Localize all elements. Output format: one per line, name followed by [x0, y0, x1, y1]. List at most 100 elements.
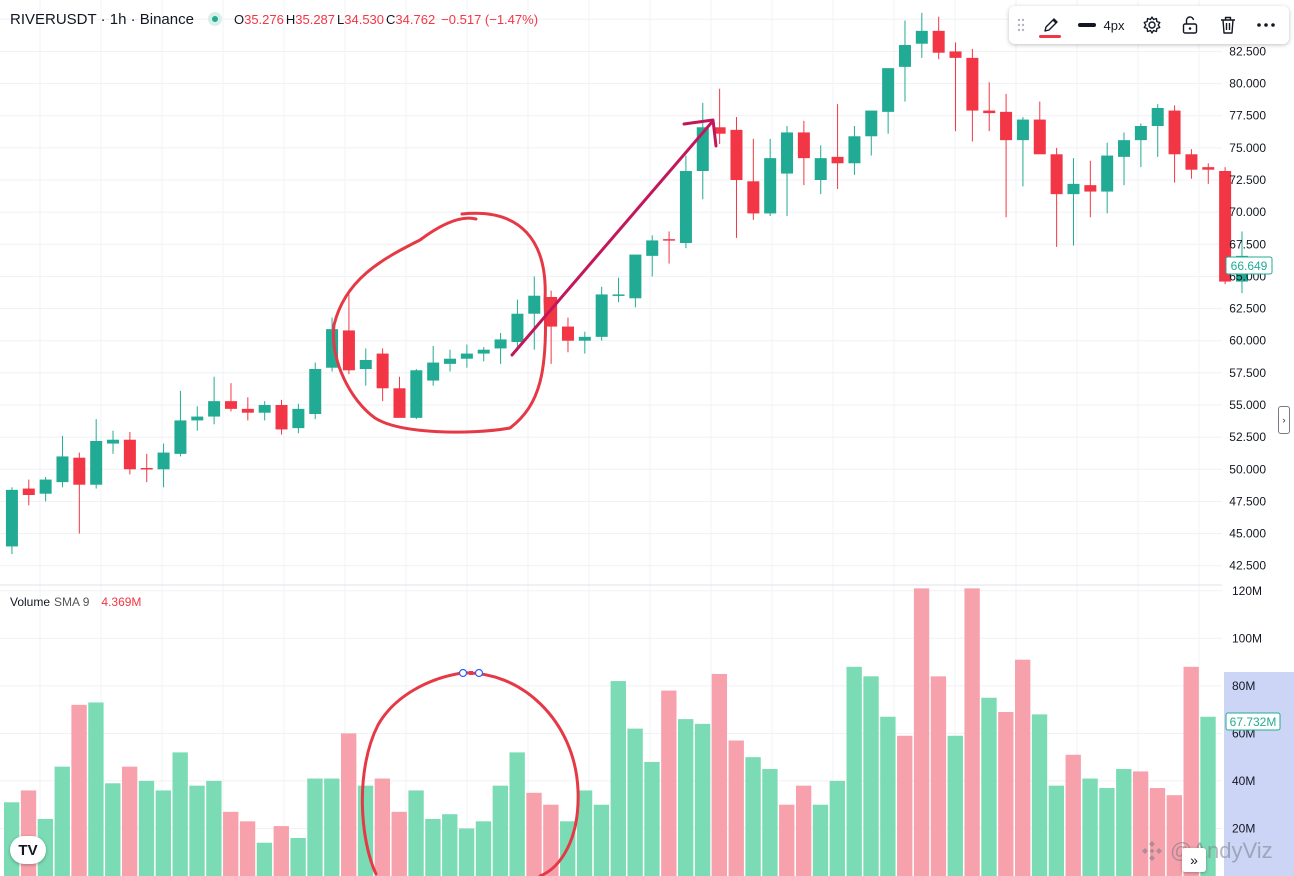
symbol-title[interactable]: RIVERUSDT · 1h · Binance — [10, 10, 194, 28]
volume-bar — [408, 790, 424, 876]
candle — [629, 254, 642, 308]
volume-bar — [1166, 795, 1182, 876]
candle — [1202, 163, 1215, 184]
volume-bar — [1065, 754, 1081, 876]
unlock-icon[interactable] — [1171, 6, 1209, 44]
candle — [123, 432, 136, 475]
candle — [258, 401, 271, 421]
candle — [1168, 105, 1181, 183]
last-price-label: 66.649 — [1231, 259, 1268, 273]
volume-bar — [1183, 666, 1199, 876]
volume-bar — [829, 780, 845, 876]
volume-bar — [425, 818, 441, 876]
volume-bar — [341, 733, 357, 876]
candle — [679, 155, 692, 249]
candle — [646, 235, 659, 277]
volume-bar — [172, 752, 188, 876]
line-width-button[interactable]: 4px — [1069, 6, 1133, 44]
candle — [39, 477, 52, 502]
candle — [224, 383, 237, 412]
close-value: 34.762 — [395, 11, 436, 27]
price-tick-label: 75.000 — [1229, 141, 1266, 155]
pencil-icon[interactable] — [1033, 6, 1069, 44]
last-volume-label: 67.732M — [1230, 715, 1277, 729]
candle — [326, 317, 339, 372]
open-label: O — [233, 11, 245, 27]
volume-bar — [307, 778, 323, 876]
volume-value: 4.369M — [101, 595, 142, 609]
gear-icon[interactable] — [1133, 6, 1171, 44]
candle — [56, 435, 69, 488]
price-tick-label: 45.000 — [1229, 527, 1266, 541]
candle — [494, 333, 507, 364]
candle — [511, 299, 524, 351]
price-tick-label: 57.500 — [1229, 366, 1266, 380]
tradingview-logo[interactable]: TV — [10, 836, 46, 864]
candle — [1084, 160, 1097, 218]
candle — [73, 452, 86, 534]
volume-bar — [762, 769, 778, 876]
price-tick-label: 42.500 — [1229, 559, 1266, 573]
volume-bar — [779, 804, 795, 876]
volume-bar — [846, 666, 862, 876]
market-status-icon[interactable] — [207, 12, 222, 26]
candle — [814, 145, 827, 195]
candle — [932, 16, 945, 60]
price-tick-label: 70.000 — [1229, 205, 1266, 219]
open-value: 35.276 — [244, 11, 284, 27]
scroll-to-realtime-button[interactable]: » — [1182, 848, 1206, 872]
change-value: −0.517 (−1.47%) — [441, 11, 539, 27]
volume-bar — [543, 804, 559, 876]
volume-bar — [71, 704, 87, 876]
candle — [797, 120, 810, 186]
drawing-circle-volume[interactable] — [360, 671, 580, 876]
volume-bar — [492, 785, 508, 876]
candle — [865, 110, 878, 156]
price-tick-label: 47.500 — [1229, 494, 1266, 508]
volume-bar — [812, 804, 829, 876]
volume-header[interactable]: Volume SMA 9 4.369M — [10, 595, 141, 609]
scale-collapse-handle[interactable]: › — [1278, 406, 1290, 434]
volume-bar — [88, 702, 104, 876]
volume-bar — [576, 790, 593, 876]
candle — [1050, 147, 1063, 247]
volume-bar — [526, 792, 542, 876]
candle — [342, 294, 355, 375]
volume-tick-label: 20M — [1232, 821, 1255, 835]
price-tick-label: 62.500 — [1229, 302, 1266, 316]
volume-sma-label: SMA 9 — [54, 595, 90, 609]
drawing-arrow[interactable] — [510, 118, 718, 357]
candle — [393, 376, 406, 418]
candle — [292, 403, 305, 434]
candle — [427, 345, 440, 386]
drawing-circle-price[interactable] — [331, 211, 548, 434]
high-label: H — [285, 11, 296, 27]
drawing-handles[interactable] — [458, 668, 484, 678]
price-tick-label: 72.500 — [1229, 173, 1266, 187]
price-axis[interactable]: 42.500 45.000 47.500 50.000 52.500 55.000 57.5… — [1229, 12, 1266, 572]
volume-bar — [644, 761, 660, 876]
candle — [5, 487, 18, 555]
close-label: C — [386, 11, 396, 27]
price-tick-label: 80.000 — [1229, 77, 1266, 91]
line-width-icon — [1077, 23, 1096, 27]
volume-bar — [1149, 788, 1166, 876]
price-tick-label: 55.000 — [1229, 398, 1266, 412]
volume-bar — [239, 821, 256, 876]
drag-grip-icon[interactable] — [1009, 6, 1033, 44]
volume-bar — [947, 735, 963, 876]
symbol-header: RIVERUSDT · 1h · Binance O 35.276 H 35.2… — [10, 9, 540, 29]
volume-title: Volume — [10, 595, 51, 609]
candle — [561, 317, 574, 353]
trash-icon[interactable] — [1209, 6, 1247, 44]
candle — [528, 276, 541, 350]
candle — [90, 419, 103, 489]
more-icon[interactable] — [1247, 6, 1285, 44]
volume-bar — [54, 766, 70, 876]
candle — [1134, 123, 1147, 168]
candle — [764, 138, 777, 216]
volume-bar — [475, 821, 492, 876]
candle — [663, 231, 676, 264]
